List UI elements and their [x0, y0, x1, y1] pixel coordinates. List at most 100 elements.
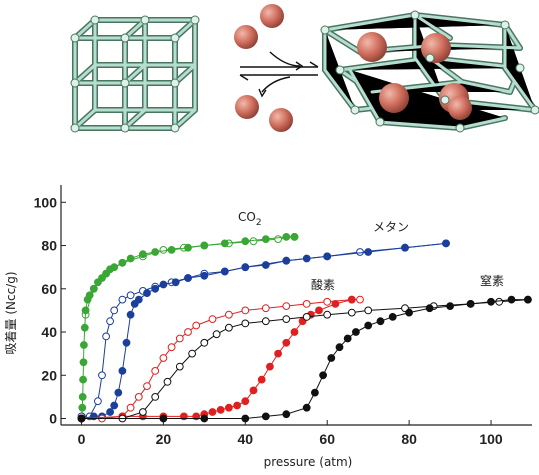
- co2-adsorption-point: [282, 233, 291, 241]
- oxygen-desorption-point: [356, 295, 364, 304]
- co2-desorption-point: [274, 235, 283, 244]
- oxygen-desorption-point: [302, 300, 311, 308]
- y-tick-label: 0: [49, 411, 57, 427]
- nitrogen-adsorption-point: [261, 412, 270, 421]
- methane-adsorption-point: [126, 310, 135, 319]
- co2-adsorption-point: [126, 254, 135, 263]
- nitrogen-adsorption-point: [376, 317, 385, 326]
- co2-adsorption-point: [290, 233, 299, 241]
- methane-adsorption-point: [184, 274, 192, 282]
- oxygen-desorption-point: [167, 343, 176, 352]
- nitrogen-desorption-point: [151, 393, 160, 401]
- nitrogen-desorption-point: [200, 338, 209, 347]
- x-tick-label: 60: [319, 431, 335, 447]
- co2-adsorption-point: [241, 237, 250, 246]
- nitrogen-adsorption-point: [335, 343, 344, 352]
- oxygen-desorption-point: [208, 315, 217, 324]
- oxygen-adsorption-point: [208, 408, 217, 416]
- nitrogen-adsorption-point: [487, 297, 495, 306]
- nitrogen-desorption-point: [495, 297, 504, 306]
- loaded-framework-diagram: [320, 10, 539, 133]
- nitrogen-adsorption-point: [311, 388, 319, 397]
- nitrogen-adsorption-point: [352, 328, 360, 336]
- nitrogen-desorption-line: [81, 299, 528, 419]
- co2-adsorption-point: [85, 291, 94, 300]
- gas-molecule-icon: [234, 4, 293, 132]
- x-tick-label: 80: [401, 431, 417, 447]
- nitrogen-adsorption-point: [466, 300, 475, 308]
- methane-adsorption-point: [302, 254, 311, 263]
- methane-desorption-point: [106, 317, 114, 326]
- co2-adsorption-point: [110, 263, 119, 272]
- series-nitrogen: [77, 295, 532, 423]
- nitrogen-adsorption-point: [282, 410, 291, 419]
- oxygen-adsorption-point: [233, 401, 242, 410]
- oxygen-adsorption-point: [257, 375, 266, 384]
- co2-adsorption-point: [80, 341, 88, 349]
- methane-desorption-point: [102, 332, 110, 341]
- series-co2: [78, 233, 299, 421]
- co2-adsorption-point: [78, 393, 87, 401]
- adsorption-chart: 0 20 40 60 80 100 0 20 40 60 80 100 CO2 メタン 酸素 窒素 p…: [3, 185, 532, 469]
- methane-adsorption-point: [159, 280, 168, 289]
- methane-adsorption-point: [143, 289, 151, 298]
- nitrogen-adsorption-point: [425, 304, 434, 313]
- nitrogen-adsorption-point: [327, 354, 336, 362]
- methane-adsorption-point: [110, 401, 119, 410]
- nitrogen-adsorption-point: [507, 295, 516, 304]
- methane-adsorption-point: [241, 263, 250, 272]
- x-axis-label: pressure (atm): [264, 455, 353, 469]
- series-label-oxygen: 酸素: [311, 277, 335, 292]
- chart-axes: [60, 185, 532, 426]
- nitrogen-adsorption-point: [159, 414, 168, 423]
- plot-area: [77, 233, 532, 423]
- oxygen-desorption-point: [143, 382, 151, 391]
- methane-adsorption-line: [81, 242, 447, 419]
- co2-adsorption-point: [79, 375, 87, 384]
- oxygen-adsorption-point: [241, 397, 250, 406]
- nitrogen-adsorption-point: [446, 302, 455, 311]
- nitrogen-desorption-point: [212, 330, 221, 339]
- oxygen-desorption-point: [225, 310, 233, 319]
- co2-adsorption-point: [167, 246, 176, 254]
- co2-adsorption-point: [78, 403, 87, 412]
- co2-adsorption-point: [81, 306, 90, 315]
- series-oxygen: [77, 295, 364, 423]
- x-tick-label: 100: [479, 431, 503, 447]
- nitrogen-desorption-point: [364, 306, 373, 315]
- co2-desorption-point: [249, 237, 258, 246]
- methane-adsorption-point: [118, 367, 127, 375]
- nitrogen-adsorption-point: [200, 414, 209, 423]
- nitrogen-adsorption-point: [364, 321, 373, 330]
- co2-adsorption-point: [118, 258, 127, 267]
- y-tick-label: 80: [41, 238, 57, 254]
- oxygen-adsorption-point: [282, 338, 291, 347]
- co2-adsorption-point: [80, 323, 89, 332]
- methane-adsorption-point: [282, 256, 291, 265]
- series-methane: [77, 239, 450, 423]
- oxygen-desorption-point: [159, 354, 168, 362]
- co2-adsorption-point: [184, 243, 192, 252]
- nitrogen-desorption-point: [139, 408, 147, 416]
- methane-adsorption-point: [323, 252, 332, 261]
- co2-adsorption-point: [261, 235, 270, 244]
- nitrogen-desorption-point: [225, 323, 233, 332]
- methane-desorption-point: [110, 306, 119, 315]
- methane-adsorption-point: [220, 267, 229, 276]
- nitrogen-desorption-point: [347, 308, 356, 317]
- empty-framework-diagram: [70, 15, 200, 133]
- nitrogen-desorption-point: [241, 319, 250, 328]
- co2-adsorption-point: [139, 250, 147, 259]
- nitrogen-desorption-point: [261, 317, 270, 326]
- co2-adsorption-point: [151, 248, 160, 256]
- chart-ticks: 0 20 40 60 80 100 0 20 40 60 80 100: [34, 194, 503, 447]
- oxygen-desorption-point: [126, 403, 135, 412]
- nitrogen-desorption-point: [188, 349, 197, 358]
- methane-desorption-point: [94, 397, 102, 406]
- methane-adsorption-point: [171, 278, 180, 287]
- oxygen-adsorption-point: [249, 386, 258, 395]
- methane-adsorption-point: [134, 295, 143, 304]
- series-label-co2: CO2: [238, 210, 262, 228]
- y-tick-label: 60: [41, 281, 57, 297]
